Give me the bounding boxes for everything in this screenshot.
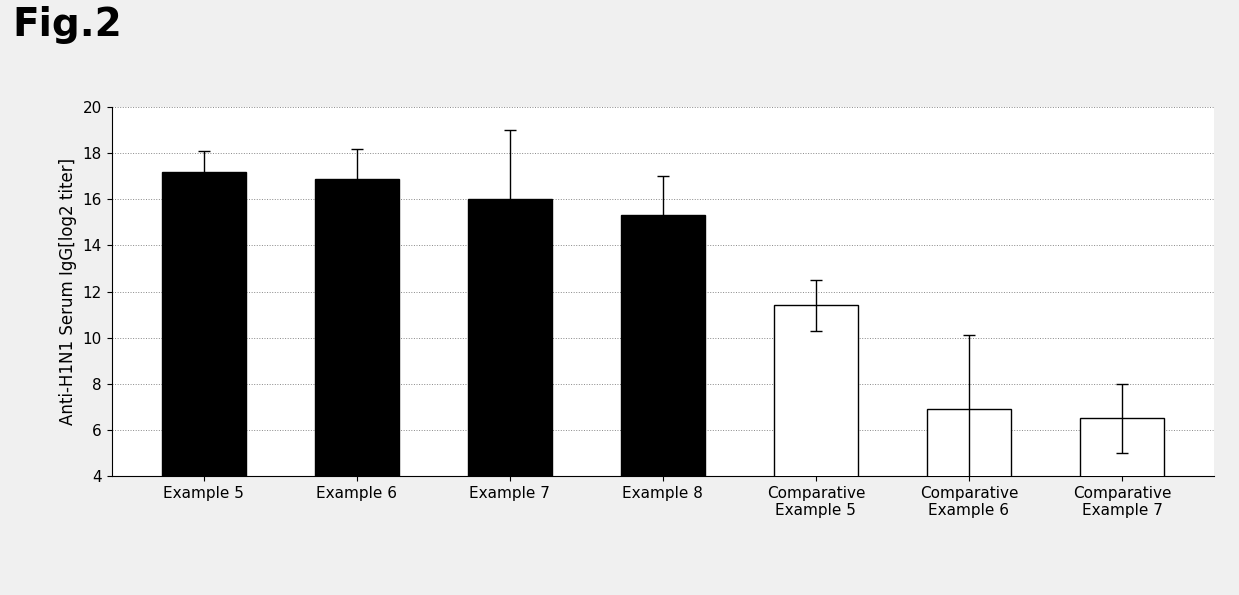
Y-axis label: Anti-H1N1 Serum IgG[log2 titer]: Anti-H1N1 Serum IgG[log2 titer] (59, 158, 77, 425)
Bar (161, 171, 245, 568)
Bar (774, 305, 857, 568)
Bar (621, 215, 705, 568)
Bar (315, 178, 399, 568)
Bar (927, 409, 1011, 568)
Bar (1080, 418, 1165, 568)
Bar (468, 199, 551, 568)
Text: Fig.2: Fig.2 (12, 6, 123, 44)
